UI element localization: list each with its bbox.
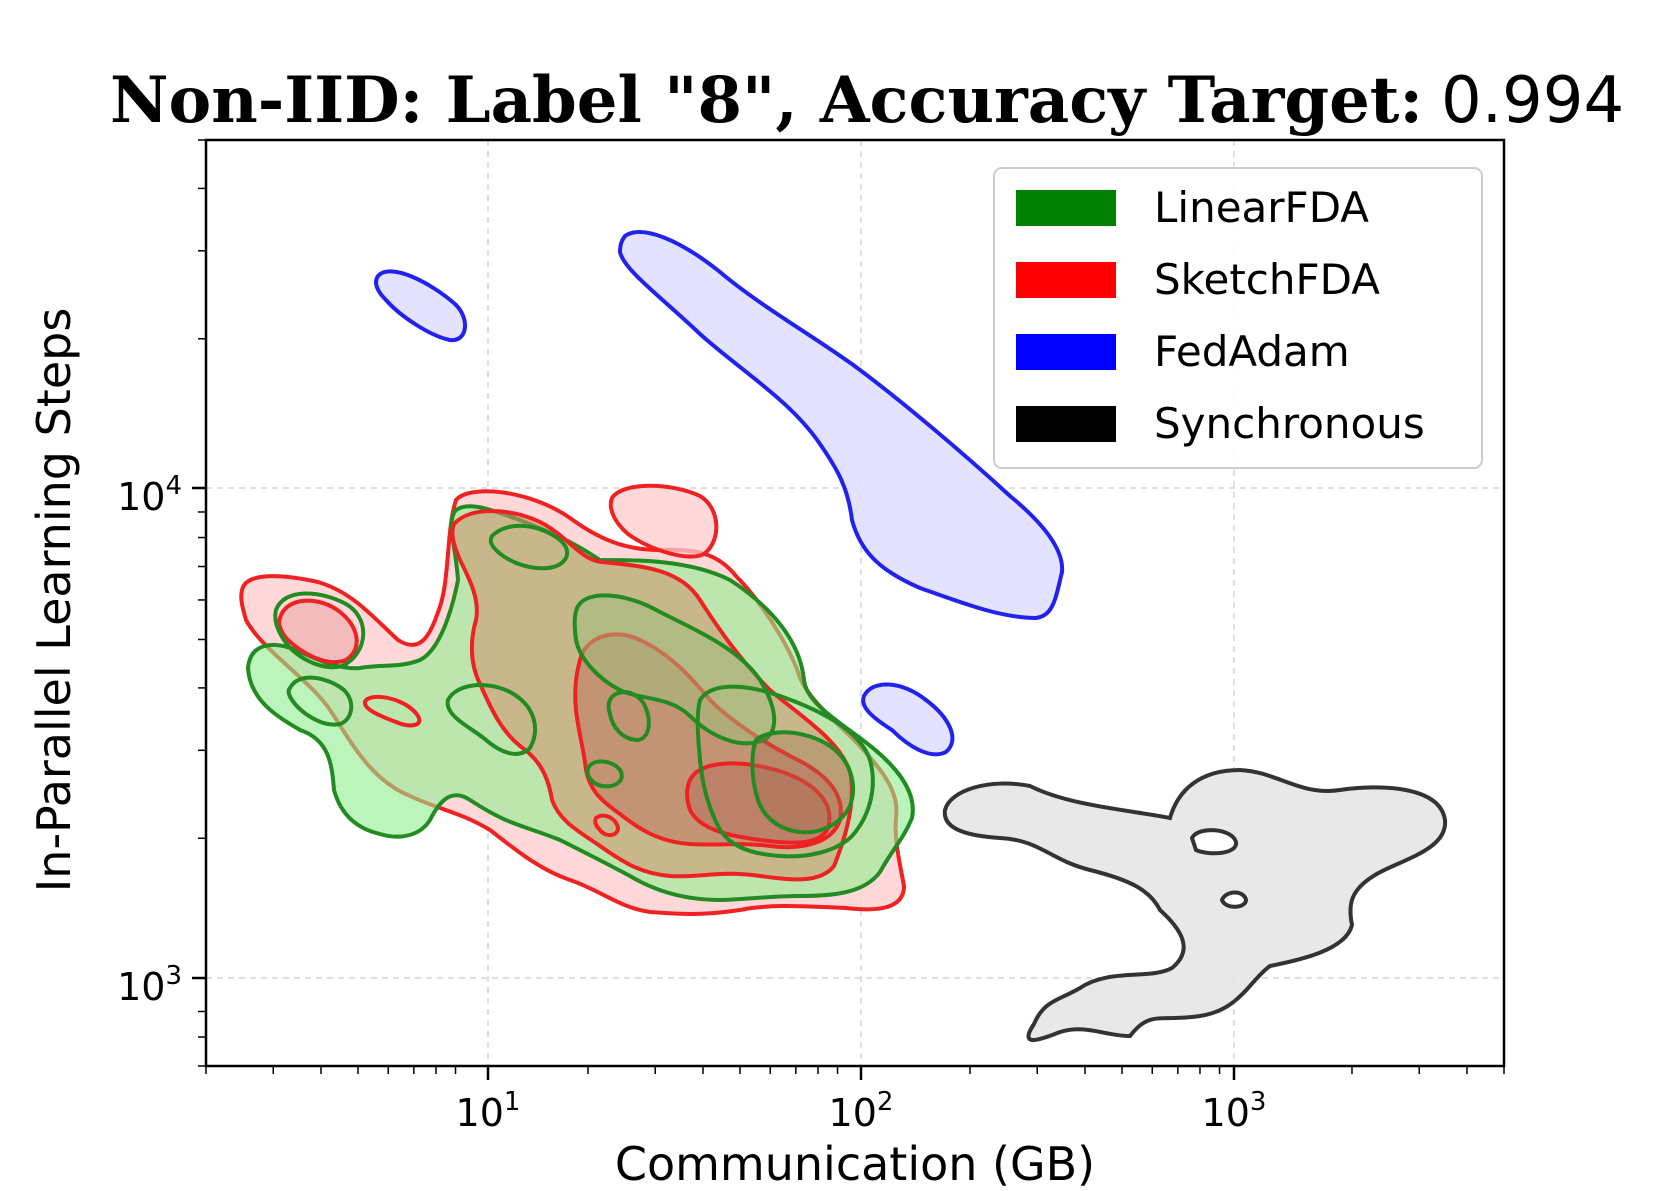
- linearfda-contour-inner-7: [585, 759, 624, 789]
- x-tick-label-10: 101: [456, 1087, 521, 1135]
- legend-label-sketchfda: SketchFDA: [1154, 255, 1380, 304]
- y-tick-label-1000: 103: [117, 961, 182, 1009]
- synchronous-contour-hole-1: [1189, 828, 1238, 856]
- linearfda-contour-inner-5: [572, 593, 777, 746]
- chart-title-text: Non-IID: Label "8", Accuracy Target:: [110, 63, 1423, 138]
- x-tick-label-1000-exp: 3: [1250, 1087, 1267, 1117]
- contour-fedadam: [374, 230, 1065, 757]
- linearfda-contour-inner-8: [695, 684, 875, 859]
- x-tick-label-100-base: 10: [829, 1091, 877, 1135]
- y-tick-label-10000-base: 10: [117, 475, 165, 519]
- minor-ticks: [198, 139, 1505, 1074]
- legend-label-linearfda: LinearFDA: [1154, 183, 1369, 232]
- sketchfda-contour-inner-1: [277, 598, 359, 665]
- y-tick-label-1000-exp: 3: [165, 961, 182, 991]
- sketchfda-contour-inner-6: [593, 813, 621, 837]
- major-ticks: [192, 486, 1236, 1080]
- y-axis-label: In-Parallel Learning Steps: [27, 308, 81, 893]
- y-tick-label-10000-exp: 4: [165, 471, 182, 501]
- x-axis-label: Communication (GB): [615, 1137, 1095, 1191]
- legend-swatch-fedadam: [1016, 334, 1116, 370]
- chart-title: Non-IID: Label "8", Accuracy Target: 0.9…: [110, 63, 1624, 138]
- linearfda-contour-inner-9: [750, 730, 856, 835]
- linearfda-contour-inner-6: [606, 690, 651, 743]
- axes-frame: [204, 138, 1506, 1068]
- linearfda-contour-inner-2: [286, 675, 354, 727]
- sketchfda-contour-inner-2: [362, 694, 422, 728]
- synchronous-contour-hole-2: [1219, 890, 1249, 909]
- legend: LinearFDA SketchFDA FedAdam Synchronous: [993, 167, 1483, 469]
- linearfda-contour-inner-4: [445, 683, 538, 756]
- legend-label-synchronous: Synchronous: [1154, 399, 1425, 448]
- linearfda-contour-inner-1: [273, 591, 366, 670]
- legend-swatch-linearfda: [1016, 190, 1116, 226]
- y-tick-label-1000-base: 10: [117, 965, 165, 1009]
- x-tick-label-10-base: 10: [456, 1091, 504, 1135]
- contour-synchronous: [942, 767, 1448, 1042]
- x-tick-label-10-exp: 1: [504, 1087, 521, 1117]
- x-tick-label-1000-base: 10: [1202, 1091, 1250, 1135]
- fedadam-contour-main: [617, 230, 1065, 621]
- x-tick-label-100-exp: 2: [877, 1087, 894, 1117]
- chart-title-value: 0.994: [1441, 64, 1624, 138]
- synchronous-contour-outer: [942, 767, 1448, 1042]
- legend-box: [993, 167, 1483, 469]
- linearfda-contour-inner-3: [488, 523, 570, 571]
- legend-swatch-synchronous: [1016, 406, 1116, 442]
- sketchfda-contour-top-blob: [608, 483, 719, 559]
- contour-linearfda-inner: [273, 523, 875, 859]
- legend-swatch-sketchfda: [1016, 262, 1116, 298]
- x-tick-label-100: 102: [829, 1087, 894, 1135]
- fedadam-contour-small-left: [374, 269, 467, 343]
- legend-label-fedadam: FedAdam: [1154, 327, 1350, 376]
- x-tick-label-1000: 103: [1202, 1087, 1267, 1135]
- y-tick-label-10000: 104: [117, 471, 182, 519]
- fedadam-contour-small-right: [861, 682, 955, 757]
